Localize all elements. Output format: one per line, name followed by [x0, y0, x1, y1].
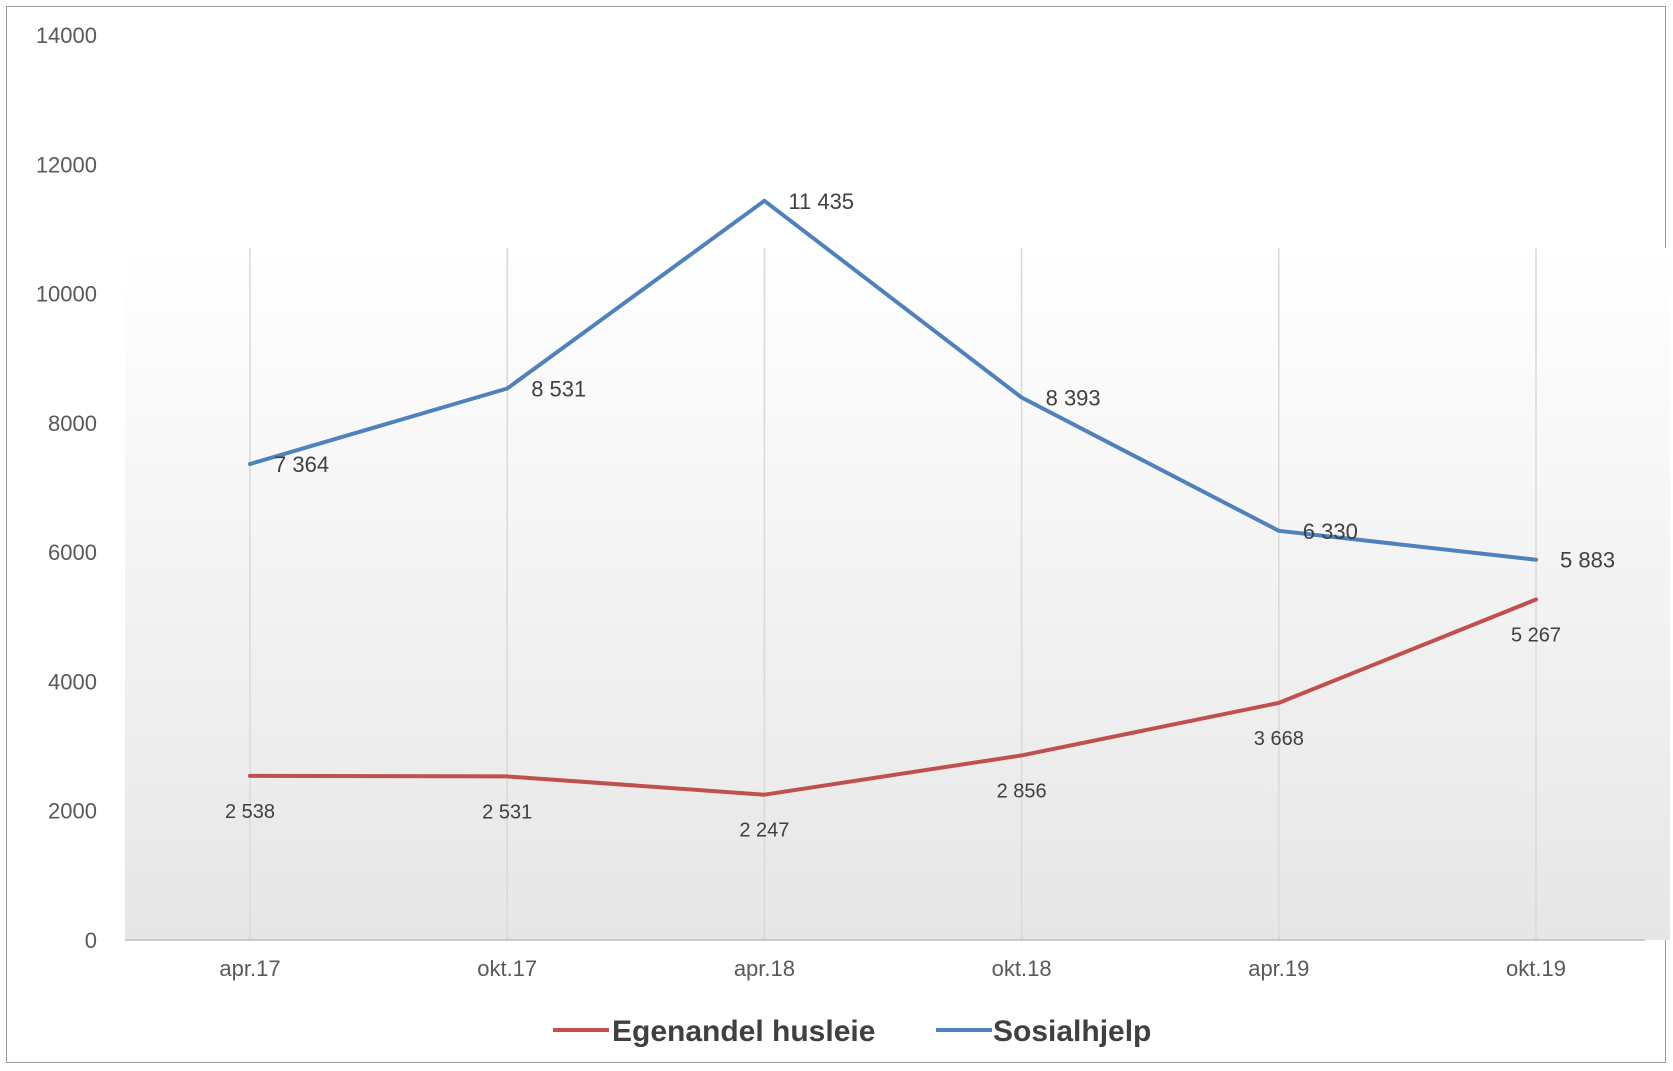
data-label-egenandel-husleie: 2 531 [482, 801, 532, 823]
data-label-egenandel-husleie: 2 247 [739, 820, 789, 842]
plot-area [125, 248, 1670, 940]
data-labels: 2 538 2 531 2 247 2 856 3 668 5 267 7 364 8 531… [225, 189, 1615, 842]
y-tick-label: 8000 [48, 411, 97, 436]
legend-label-egenandel-husleie: Egenandel husleie [612, 1015, 875, 1048]
x-tick-label: okt.17 [477, 956, 537, 981]
x-tick-label: okt.19 [1506, 956, 1566, 981]
y-tick-label: 6000 [48, 540, 97, 565]
data-label-sosialhjelp: 6 330 [1303, 519, 1358, 544]
data-label-sosialhjelp: 7 364 [274, 452, 329, 477]
x-tick-label: okt.18 [992, 956, 1052, 981]
data-label-sosialhjelp: 11 435 [788, 189, 854, 214]
legend: Egenandel husleie Sosialhjelp [553, 1015, 1151, 1048]
y-tick-label: 0 [85, 928, 97, 953]
data-label-sosialhjelp: 5 883 [1560, 548, 1615, 573]
data-label-egenandel-husleie: 3 668 [1254, 728, 1304, 750]
series-line-egenandel-husleie [248, 597, 1538, 797]
legend-label-sosialhjelp: Sosialhjelp [993, 1015, 1151, 1048]
y-tick-label: 12000 [36, 152, 97, 177]
y-tick-label: 4000 [48, 669, 97, 694]
x-tick-label: apr.18 [734, 956, 795, 981]
x-tick-label: apr.19 [1248, 956, 1309, 981]
data-label-egenandel-husleie: 5 267 [1511, 625, 1561, 647]
x-axis-tick-labels: apr.17 okt.17 apr.18 okt.18 apr.19 okt.19 [219, 956, 1566, 981]
data-label-egenandel-husleie: 2 856 [997, 780, 1047, 802]
x-tick-label: apr.17 [219, 956, 280, 981]
data-label-sosialhjelp: 8 393 [1046, 385, 1101, 410]
data-label-sosialhjelp: 8 531 [531, 377, 586, 402]
data-label-egenandel-husleie: 2 538 [225, 801, 275, 823]
y-tick-label: 10000 [36, 282, 97, 307]
vertical-gridlines [249, 248, 1537, 940]
series-lines [248, 198, 1538, 797]
series-line-sosialhjelp [248, 198, 1538, 562]
y-tick-label: 14000 [36, 23, 97, 48]
y-axis-tick-labels: 0 2000 4000 6000 8000 10000 12000 14000 [36, 23, 97, 953]
y-tick-label: 2000 [48, 799, 97, 824]
